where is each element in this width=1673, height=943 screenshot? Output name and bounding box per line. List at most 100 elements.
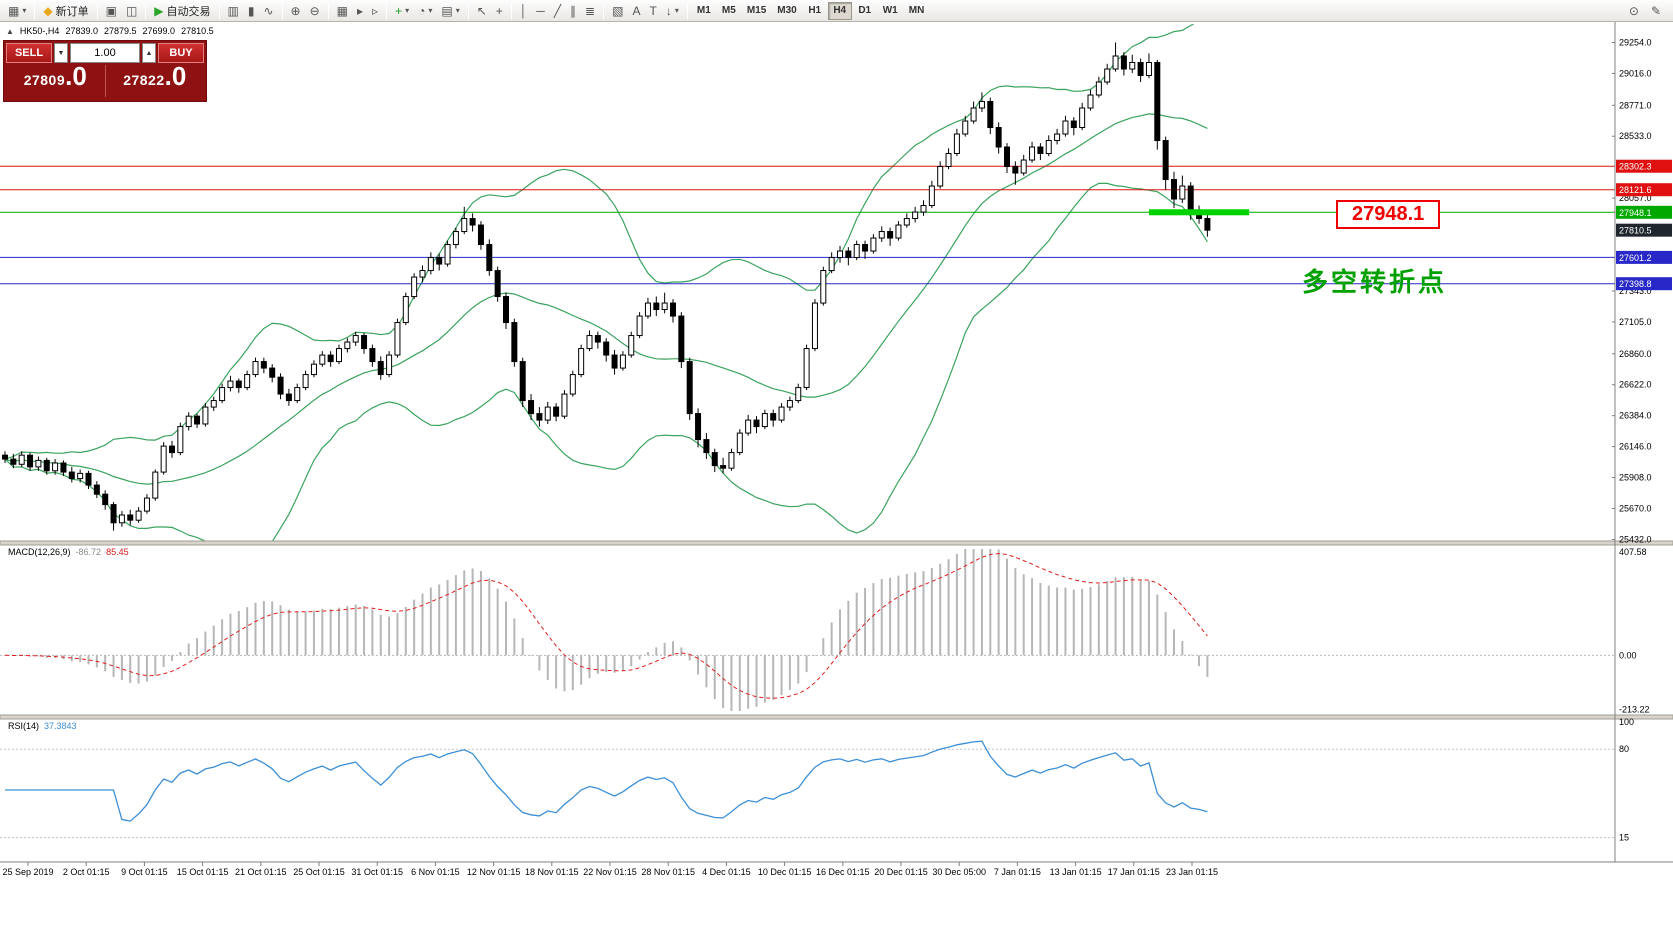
date-label: 28 Nov 01:15 xyxy=(641,867,695,877)
price-line-tag-label: 27398.8 xyxy=(1619,279,1652,289)
price-tick-label: 26384.0 xyxy=(1619,411,1652,421)
price-tick-label: 25670.0 xyxy=(1619,503,1652,513)
trendline-button[interactable]: ╱ xyxy=(550,1,565,21)
price-pane xyxy=(0,24,1615,541)
macd-value: -86.72 xyxy=(75,547,102,557)
data-window-button[interactable]: ◫ xyxy=(122,1,141,21)
text-label-button[interactable]: T xyxy=(645,1,660,21)
chart-window-button[interactable]: ▦ ▾ xyxy=(4,1,30,21)
price-line-tag-label: 28121.6 xyxy=(1619,185,1652,195)
timeframe-m1[interactable]: M1 xyxy=(692,2,716,20)
zoom-in-button[interactable]: ⊕ xyxy=(287,1,305,21)
macd-signal-value: 85.45 xyxy=(106,547,129,557)
timeframe-m5[interactable]: M5 xyxy=(717,2,741,20)
text-button[interactable]: A xyxy=(628,1,644,21)
candlestick-chart-button[interactable]: ▮ xyxy=(244,1,259,21)
timeframe-mn[interactable]: MN xyxy=(904,2,930,20)
price-tick-label: 28057.0 xyxy=(1619,193,1652,203)
new-order-button[interactable]: ◆ 新订单 xyxy=(39,1,92,21)
timeframe-h1[interactable]: H1 xyxy=(803,2,827,20)
price-tick-label: 26146.0 xyxy=(1619,442,1652,452)
chart-workspace[interactable]: 29254.0 29016.0 28771.0 28533.0 28057.0 27343… xyxy=(0,22,1673,943)
equidistant-channel-button[interactable]: ∥ xyxy=(566,1,580,21)
toolbar-separator xyxy=(145,2,147,19)
equidistant-channel-icon: ∥ xyxy=(570,3,577,18)
ohlc-close: 27810.5 xyxy=(181,26,214,36)
bar-chart-button[interactable]: ▥ xyxy=(224,1,243,21)
ohlc-low: 27699.0 xyxy=(142,26,176,36)
price-tick-label: 25432.0 xyxy=(1619,534,1652,544)
search-button[interactable]: ⊙ xyxy=(1625,1,1643,21)
date-label: 2 Oct 01:15 xyxy=(63,867,110,877)
templates-button[interactable]: ▤ ▾ xyxy=(437,1,463,21)
rsi-pane xyxy=(0,740,1615,839)
price-tick-label: 26860.0 xyxy=(1619,349,1652,359)
toolbar-separator xyxy=(686,2,688,19)
chart-list-button[interactable]: ▣ xyxy=(102,1,121,21)
annotation-text[interactable]: 多空转折点 xyxy=(1302,267,1448,297)
price-big-digits: .0 xyxy=(164,61,187,91)
rsi-axis-label: 100 xyxy=(1619,717,1634,727)
tile-windows-button[interactable]: ▦ xyxy=(333,1,352,21)
periods-icon: ◔ xyxy=(418,3,426,18)
horizontal-line-button[interactable]: ─ xyxy=(532,1,549,21)
chart-shift-button[interactable]: ▹ xyxy=(368,1,382,21)
triangle-up-icon: ▲ xyxy=(145,49,153,57)
panel-separator[interactable] xyxy=(0,540,1673,546)
rsi-indicator-label: RSI(14) 37.3843 xyxy=(8,721,82,731)
arrow-tools-icon: ↓ xyxy=(665,3,672,18)
indicators-button[interactable]: + ▾ xyxy=(391,1,413,21)
price-tick-label: 29254.0 xyxy=(1619,37,1652,47)
crosshair-button[interactable]: + xyxy=(492,1,507,21)
auto-scroll-button[interactable]: ▸ xyxy=(353,1,367,21)
fibonacci-retracement-button[interactable]: ≣ xyxy=(581,1,599,21)
timeframe-d1[interactable]: D1 xyxy=(853,2,877,20)
chart-shift-icon: ▹ xyxy=(372,3,379,18)
sell-price[interactable]: 27809.0 xyxy=(6,63,105,99)
highlight-segment[interactable] xyxy=(1148,209,1250,216)
dropdown-arrow-icon: ▾ xyxy=(428,6,433,15)
vertical-line-button[interactable]: │ xyxy=(516,1,532,21)
price-big-digits: .0 xyxy=(65,61,87,91)
shapes-button[interactable]: ▧ xyxy=(608,1,627,21)
search-icon: ⊙ xyxy=(1628,3,1639,18)
zoom-out-button[interactable]: ⊖ xyxy=(306,1,324,21)
cursor-button[interactable]: ↖ xyxy=(473,1,491,21)
price-line-tag xyxy=(1616,223,1672,237)
timeframe-m15[interactable]: M15 xyxy=(742,2,771,20)
symbol-title: HK50-,H4 xyxy=(19,26,60,36)
buy-price[interactable]: 27822.0 xyxy=(106,63,205,99)
line-chart-button[interactable]: ∿ xyxy=(259,1,277,21)
text-label-icon: T xyxy=(649,3,657,18)
templates-icon: ▤ xyxy=(441,3,453,18)
dropdown-arrow-icon: ▾ xyxy=(674,6,679,15)
volume-decrease-button[interactable]: ▼ xyxy=(54,43,68,63)
timeframe-m30[interactable]: M30 xyxy=(772,2,801,20)
timeframe-w1[interactable]: W1 xyxy=(878,2,903,20)
volume-input[interactable] xyxy=(70,43,140,63)
compose-icon: ✎ xyxy=(1650,3,1661,18)
timeframe-h4[interactable]: H4 xyxy=(827,1,852,20)
autotrading-button[interactable]: ▶ 自动交易 xyxy=(150,1,214,21)
trade-panel-prices: 27809.0 27822.0 xyxy=(6,63,204,99)
price-chart-canvas[interactable]: 29254.0 29016.0 28771.0 28533.0 28057.0 27343… xyxy=(0,22,1673,943)
fibonacci-retracement-icon: ≣ xyxy=(585,3,596,18)
ohlc-open: 27839.0 xyxy=(65,26,98,36)
macd-signal-line xyxy=(4,552,1208,699)
periods-button[interactable]: ◔ ▾ xyxy=(414,1,436,21)
buy-button[interactable]: BUY xyxy=(158,43,204,63)
volume-increase-button[interactable]: ▲ xyxy=(142,43,156,63)
sell-button[interactable]: SELL xyxy=(6,43,52,63)
symbol-info-bar: ▲ HK50-,H4 27839.0 27879.5 27699.0 27810… xyxy=(6,26,214,36)
date-label: 31 Oct 01:15 xyxy=(351,867,403,877)
toolbar-right-icons: ⊙ ✎ xyxy=(1625,1,1669,21)
panel-separator[interactable] xyxy=(0,714,1673,720)
price-main-digits: 27822 xyxy=(123,72,165,88)
arrow-tools-button[interactable]: ↓ ▾ xyxy=(662,1,683,21)
date-label: 25 Oct 01:15 xyxy=(293,867,345,877)
price-callout[interactable]: 27948.1 xyxy=(1336,200,1441,229)
compose-button[interactable]: ✎ xyxy=(1647,1,1665,21)
toolbar-separator xyxy=(603,2,605,19)
collapse-panel-icon[interactable]: ▲ xyxy=(6,26,14,36)
toolbar-separator xyxy=(327,2,329,19)
